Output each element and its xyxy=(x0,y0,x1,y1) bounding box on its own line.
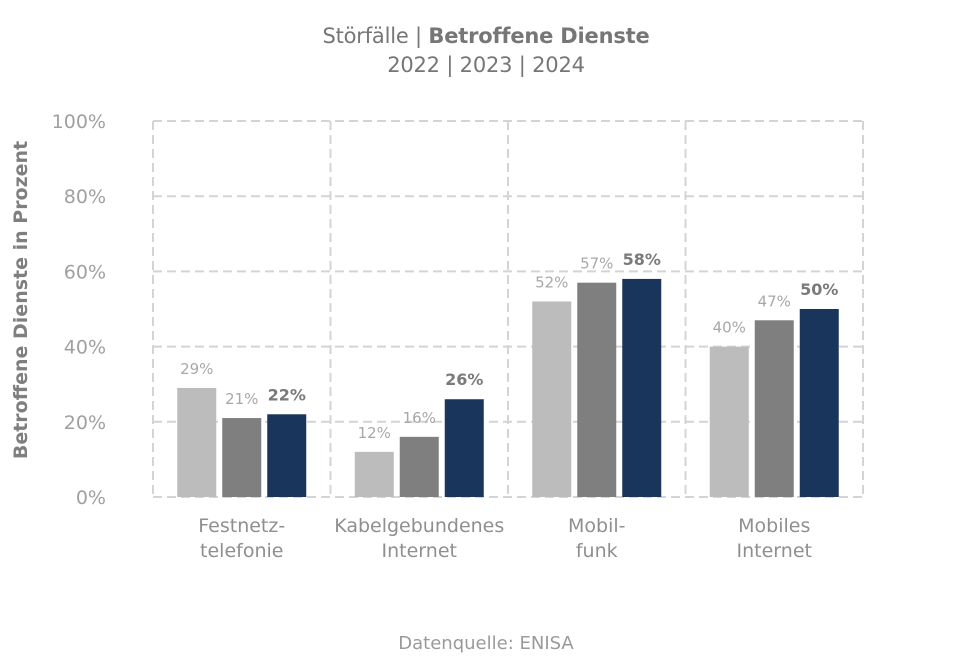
data-label: 58% xyxy=(623,250,661,269)
data-label: 57% xyxy=(580,255,613,273)
x-tick-label: Internet xyxy=(737,540,812,562)
y-tick-label: 20% xyxy=(64,412,106,434)
data-label: 16% xyxy=(403,409,436,427)
bar xyxy=(222,418,262,497)
x-tick-label: Mobil- xyxy=(568,515,626,537)
y-tick-label: 60% xyxy=(64,261,106,283)
bar xyxy=(444,399,484,497)
bar xyxy=(622,278,662,497)
bar xyxy=(532,301,572,497)
data-label: 50% xyxy=(800,280,838,299)
y-tick-label: 0% xyxy=(76,487,106,509)
data-label: 21% xyxy=(225,390,258,408)
bar xyxy=(754,320,794,497)
y-tick-label: 80% xyxy=(64,186,106,208)
y-axis-label: Betroffene Dienste in Prozent xyxy=(10,141,32,459)
bar xyxy=(709,346,749,497)
y-tick-label: 100% xyxy=(52,111,106,133)
data-label: 12% xyxy=(358,424,391,442)
y-tick-label: 40% xyxy=(64,337,106,359)
data-label: 47% xyxy=(758,292,791,310)
x-tick-label: Festnetz- xyxy=(198,515,285,537)
x-tick-label: telefonie xyxy=(200,540,283,562)
data-source-note: Datenquelle: ENISA xyxy=(398,633,574,654)
x-tick-label: funk xyxy=(576,540,618,562)
data-label: 40% xyxy=(713,319,746,337)
data-label: 52% xyxy=(535,273,568,291)
data-label: 26% xyxy=(445,370,483,389)
x-tick-label: Mobiles xyxy=(738,515,810,537)
data-label: 29% xyxy=(180,360,213,378)
bar-chart: 0% 20% 40% 60% 80% 100% Betroffene Dienste in … xyxy=(10,111,864,562)
bar xyxy=(799,309,839,497)
chart-subtitle: 2022 | 2023 | 2024 xyxy=(387,53,585,77)
chart-title: Störfälle | Betroffene Dienste xyxy=(0,24,972,48)
chart-title-prefix: Störfälle | xyxy=(322,24,429,48)
bar xyxy=(267,414,307,497)
bar xyxy=(399,436,439,497)
bar xyxy=(577,282,617,497)
x-tick-label: Internet xyxy=(382,540,457,562)
chart-title-bold: Betroffene Dienste xyxy=(428,24,650,48)
bar xyxy=(177,387,217,497)
data-label: 22% xyxy=(268,385,306,404)
bar xyxy=(354,451,394,497)
x-tick-label: Kabelgebundenes xyxy=(334,515,504,537)
